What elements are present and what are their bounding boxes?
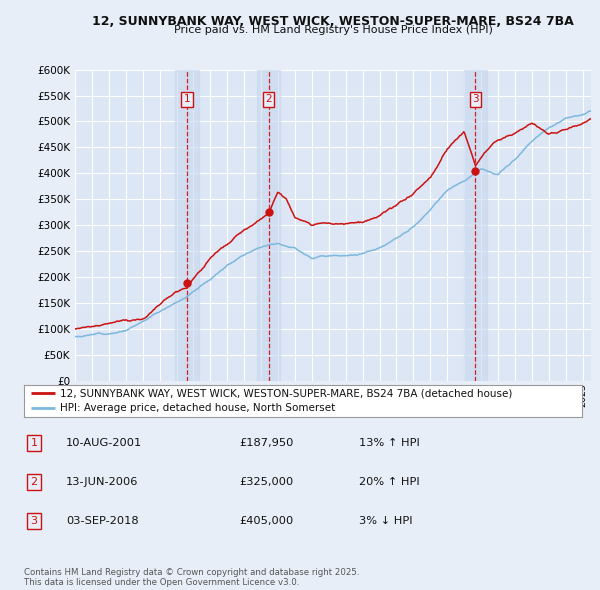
Bar [464, 70, 487, 381]
Text: 20% ↑ HPI: 20% ↑ HPI [359, 477, 419, 487]
Text: 3: 3 [31, 516, 38, 526]
Text: £187,950: £187,950 [239, 438, 293, 448]
Bar [257, 70, 280, 381]
Text: 03-SEP-2018: 03-SEP-2018 [66, 516, 139, 526]
Text: 1: 1 [184, 94, 190, 104]
Text: £325,000: £325,000 [239, 477, 293, 487]
Bar [175, 70, 199, 381]
Text: £405,000: £405,000 [239, 516, 293, 526]
Text: 2: 2 [265, 94, 272, 104]
Text: 12, SUNNYBANK WAY, WEST WICK, WESTON-SUPER-MARE, BS24 7BA: 12, SUNNYBANK WAY, WEST WICK, WESTON-SUP… [92, 15, 574, 28]
Text: Price paid vs. HM Land Registry's House Price Index (HPI): Price paid vs. HM Land Registry's House … [173, 25, 493, 35]
Text: 2: 2 [31, 477, 38, 487]
Text: 3: 3 [472, 94, 479, 104]
Text: 12, SUNNYBANK WAY, WEST WICK, WESTON-SUPER-MARE, BS24 7BA (detached house): 12, SUNNYBANK WAY, WEST WICK, WESTON-SUP… [60, 388, 512, 398]
Text: HPI: Average price, detached house, North Somerset: HPI: Average price, detached house, Nort… [60, 404, 335, 414]
Text: 13-JUN-2006: 13-JUN-2006 [66, 477, 138, 487]
Text: 13% ↑ HPI: 13% ↑ HPI [359, 438, 419, 448]
Text: 3% ↓ HPI: 3% ↓ HPI [359, 516, 412, 526]
Text: 1: 1 [31, 438, 38, 448]
Text: 10-AUG-2001: 10-AUG-2001 [66, 438, 142, 448]
Text: Contains HM Land Registry data © Crown copyright and database right 2025.
This d: Contains HM Land Registry data © Crown c… [24, 568, 359, 587]
